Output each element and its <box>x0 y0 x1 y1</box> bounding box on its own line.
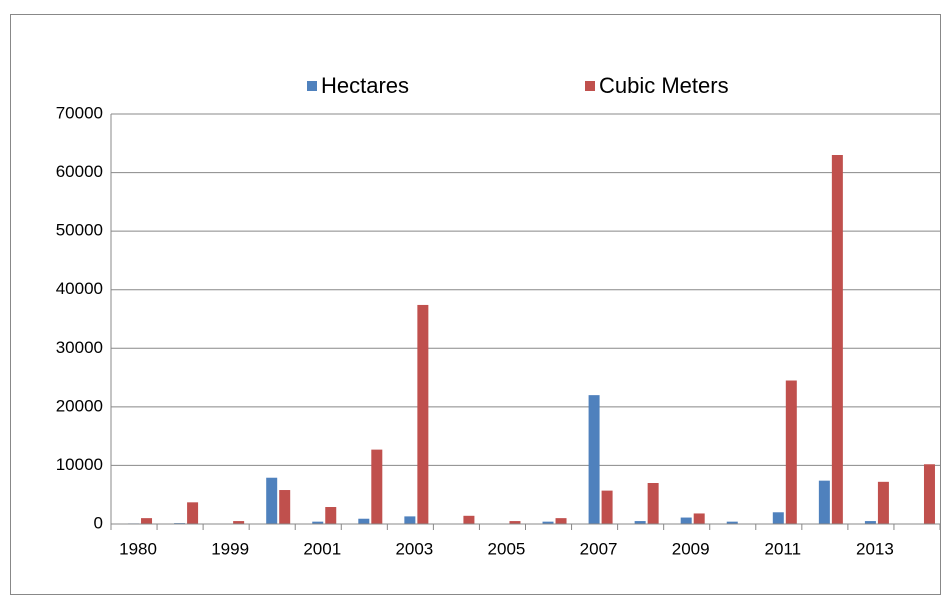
bar <box>818 480 830 524</box>
x-tick-label: 2005 <box>488 539 526 558</box>
bar <box>279 490 291 524</box>
legend-swatch <box>585 81 595 91</box>
bar <box>693 513 705 524</box>
bar <box>864 521 876 524</box>
bar <box>647 483 659 524</box>
x-tick-label: 1999 <box>211 539 249 558</box>
bar <box>417 304 429 524</box>
bar <box>187 502 199 524</box>
bar <box>542 521 554 524</box>
bar <box>371 449 383 524</box>
bar <box>509 521 521 524</box>
y-tick-label: 70000 <box>56 103 103 122</box>
bar <box>772 512 784 524</box>
chart-frame <box>10 14 941 595</box>
bar <box>555 518 567 524</box>
x-tick-label: 2003 <box>395 539 433 558</box>
y-tick-label: 10000 <box>56 455 103 474</box>
bar <box>312 521 324 524</box>
bar <box>325 507 337 524</box>
bar <box>404 516 416 524</box>
bar <box>923 464 935 524</box>
y-tick-label: 60000 <box>56 162 103 181</box>
bar <box>726 521 738 524</box>
y-tick-label: 40000 <box>56 279 103 298</box>
bar <box>141 518 153 524</box>
bar <box>463 515 475 524</box>
y-tick-label: 50000 <box>56 221 103 240</box>
bar <box>601 490 613 524</box>
bar <box>877 481 889 524</box>
y-tick-label: 0 <box>94 513 103 532</box>
bar <box>358 518 370 524</box>
x-tick-label: 2013 <box>856 539 894 558</box>
legend-label: Cubic Meters <box>599 73 729 98</box>
legend: Hectares Cubic Meters <box>307 73 729 98</box>
bar <box>266 477 278 524</box>
bar <box>680 517 692 524</box>
bar <box>233 521 245 524</box>
x-tick-label: 2007 <box>580 539 618 558</box>
x-tick-label: 2001 <box>303 539 341 558</box>
x-tick-label: 2011 <box>765 539 802 558</box>
y-tick-label: 20000 <box>56 396 103 415</box>
y-tick-label: 30000 <box>56 338 103 357</box>
legend-label: Hectares <box>321 73 409 98</box>
x-tick-label: 2009 <box>672 539 710 558</box>
bar <box>634 521 646 524</box>
bar <box>785 380 797 524</box>
legend-swatch <box>307 81 317 91</box>
bar <box>831 155 843 524</box>
x-tick-label: 1980 <box>119 539 157 558</box>
bar <box>588 395 600 524</box>
